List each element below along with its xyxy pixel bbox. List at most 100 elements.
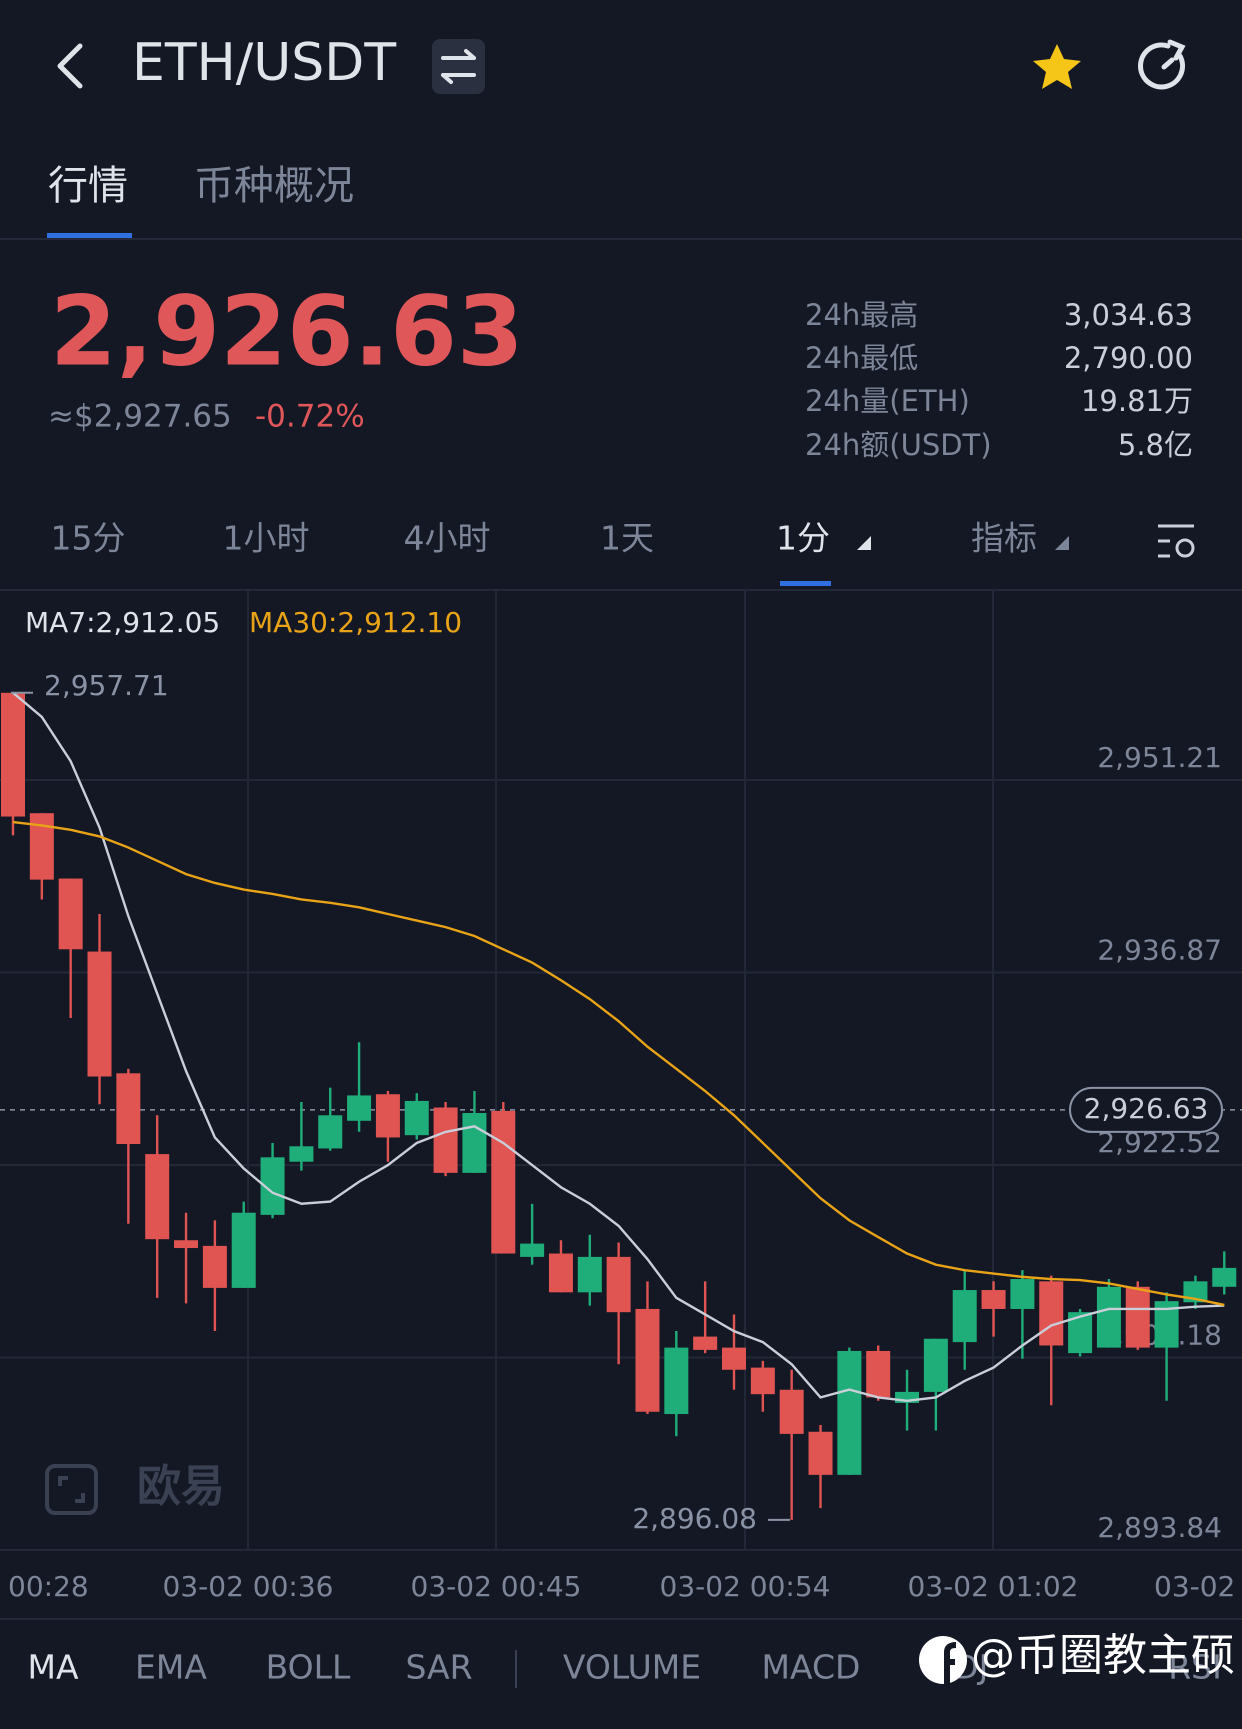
candle-body [87,951,112,1077]
stat-value: 3,034.63 [1064,298,1193,332]
candle-body [808,1431,833,1475]
x-tick-label: 03-02 00:36 [163,1570,334,1603]
candle-body [202,1245,227,1288]
candle-body [404,1100,429,1136]
indicator-tab[interactable]: VOLUME [563,1648,701,1687]
watermark-text: @币圈教主硕 [971,1630,1235,1681]
stat-value: 5.8亿 [1118,428,1193,462]
candle-body [635,1308,660,1412]
stat-label: 24h最高 [805,298,918,332]
candle-body [837,1350,862,1475]
ma-line [12,691,1225,1402]
candle-body [29,813,54,880]
stats: 24h最高 3,034.63 24h最低 2,790.00 24h量(ETH) … [805,298,1193,462]
candle-body [952,1290,977,1343]
y-tick-label: 2,936.87 [1097,933,1222,966]
legend-entry: MA30:2,912.10 [249,606,462,639]
candle-body [462,1113,487,1173]
tab-underline [47,233,132,238]
brand-name: 欧易 [137,1461,225,1512]
candle-body [577,1256,602,1293]
low-marker-label: 2,896.08 [632,1502,757,1535]
timeframe[interactable]: 1天 [600,519,654,558]
candle-body [606,1256,631,1313]
last-price-label: 2,926.63 [1084,1092,1209,1125]
chart-settings[interactable] [1158,524,1195,558]
dropdown-arrow [857,536,871,550]
candle-body [981,1290,1006,1309]
tab-active[interactable]: 行情 [48,163,128,209]
ma-line [12,820,1225,1307]
indicator-tab[interactable]: SAR [405,1648,472,1687]
candle-body [1010,1279,1035,1309]
y-tick-label: 2,893.84 [1097,1511,1222,1544]
candlestick-chart: 00:28 03-02 00:36 03-02 00:45 03-02 00:54 03… [0,590,1242,1603]
candle-body [520,1243,545,1257]
candle-body [1096,1286,1121,1348]
timeframe[interactable]: 1小时 [223,519,310,558]
y-tick-label: 2,951.21 [1097,741,1222,774]
candle-body [722,1347,746,1370]
candle-body [1125,1286,1150,1348]
brand-mark: 欧易 [45,1461,225,1515]
x-tick-label: 00:28 [8,1570,89,1603]
indicator-tab-active[interactable]: MA [27,1648,78,1687]
candle-body [145,1154,170,1240]
x-tick-label: 03-02 01:02 [908,1570,1079,1603]
indicator-tab[interactable]: EMA [135,1648,207,1687]
last-price-badge [1069,1086,1223,1133]
candle-body [491,1110,516,1254]
stat-label: 24h最低 [805,341,918,375]
candle-body [318,1115,343,1149]
timeframe-active[interactable]: 1分 [776,519,830,558]
indicator-menu[interactable]: 指标 [971,519,1037,558]
watermark: @币圈教主硕 [919,1630,1235,1684]
indicator-tab[interactable]: RSI [1168,1648,1222,1687]
back-button[interactable] [57,43,83,89]
candle-body [116,1073,141,1145]
candle-body [779,1389,804,1434]
indicator-tab[interactable]: BOLL [266,1648,351,1687]
candle-body [750,1367,775,1395]
refresh-button[interactable] [1138,39,1186,90]
x-tick-label: 03-02 [1154,1570,1235,1603]
price-change: -0.72% [255,399,365,435]
tab[interactable]: 币种概况 [194,163,354,209]
candle-body [174,1240,199,1249]
candle-body [923,1338,948,1392]
stat-value: 19.81万 [1081,384,1193,418]
candle-body [1,692,25,817]
pair-title: ETH/USDT [132,33,396,93]
high-marker-label: 2,957.71 [44,669,169,702]
candle-body [664,1347,689,1415]
candle-body [289,1146,314,1162]
candle-body [548,1253,573,1293]
legend-entry: MA7:2,912.05 [25,606,220,639]
candle-body [375,1094,400,1138]
candle-body [231,1212,256,1288]
x-tick-label: 03-02 00:45 [411,1570,582,1603]
candle-body [1212,1267,1237,1287]
candle-body [866,1350,891,1398]
usd-price: ≈$2,927.65 [48,399,232,435]
stat-value: 2,790.00 [1064,341,1193,375]
dropdown-arrow [1055,536,1069,550]
last-price: 2,926.63 [50,275,524,387]
x-tick-label: 03-02 00:54 [660,1570,831,1603]
timeframe[interactable]: 15分 [51,519,126,558]
stat-label: 24h额(USDT) [805,428,992,462]
stat-label: 24h量(ETH) [805,384,970,418]
candle-body [1039,1281,1064,1346]
candle-body [433,1107,458,1173]
indicator-tab[interactable]: MACD [762,1648,861,1687]
favorite-star[interactable] [1033,44,1081,89]
swap-button[interactable] [432,39,485,94]
candle-body [347,1095,372,1121]
candle-body [58,878,83,950]
timeframe[interactable]: 4小时 [404,519,491,558]
candle-body [693,1336,718,1350]
